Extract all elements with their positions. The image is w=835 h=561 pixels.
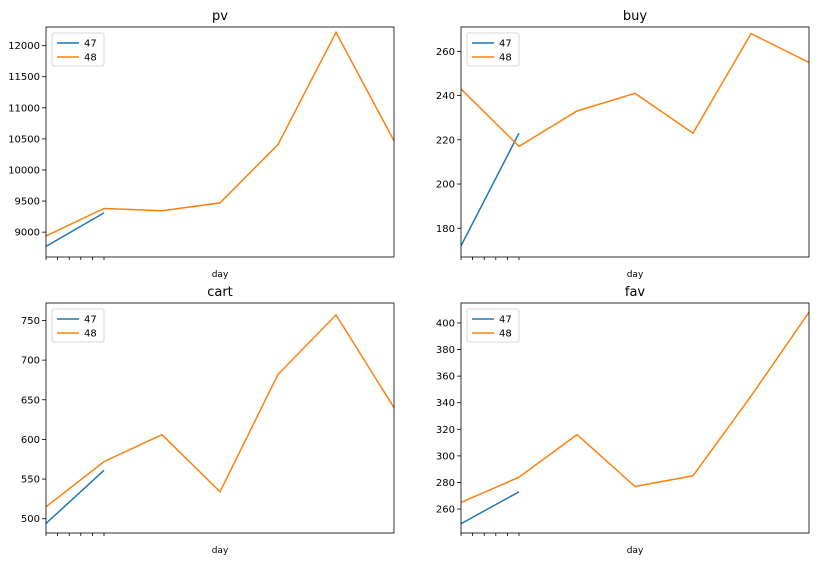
series-line-48 [46,30,394,237]
legend-entry: 48 [499,329,512,340]
chart-title: fav [625,285,646,300]
series-line-48 [461,32,809,148]
axes-frame [460,302,810,534]
y-tick-label: 12000 [8,41,40,52]
legend-entry: 48 [84,53,97,64]
legend-entry: 47 [84,39,97,50]
series-line-47 [46,212,105,248]
y-tick-label: 600 [21,435,40,446]
y-tick-label: 180 [436,224,455,235]
chart-title: cart [207,285,233,300]
y-tick-label: 650 [21,395,40,406]
y-tick-label: 11000 [8,103,40,114]
y-tick-label: 320 [436,425,455,436]
series-line-48 [46,313,394,508]
y-tick-label: 400 [436,318,455,329]
y-tick-label: 240 [436,91,455,102]
y-tick-label: 10000 [8,165,40,176]
x-axis-label: day [212,270,229,280]
legend-entry: 48 [84,329,97,340]
legend-entry: 48 [499,53,512,64]
legend-entry: 47 [499,315,512,326]
series-line-48 [461,311,809,504]
y-tick-label: 340 [436,398,455,409]
y-tick-label: 200 [436,180,455,191]
y-tick-label: 380 [436,345,455,356]
chart-title: pv [212,9,228,24]
subplot-pv: pv 9000 9500 10000 10500 11000 11500 12000 day 47… [8,9,395,280]
y-tick-label: 550 [21,475,40,486]
legend-entry: 47 [499,39,512,50]
y-tick-label: 11500 [8,72,40,83]
y-tick-label: 280 [436,478,455,489]
y-tick-label: 10500 [8,134,40,145]
y-tick-label: 700 [21,356,40,367]
y-tick-label: 9500 [15,197,40,208]
legend-entry: 47 [84,315,97,326]
axes-frame [460,26,810,258]
series-line-47 [461,132,520,247]
y-tick-label: 260 [436,505,455,516]
series-line-47 [46,469,105,525]
x-axis-label: day [212,546,229,556]
axes-frame [45,302,395,534]
chart-title: buy [623,9,647,24]
y-tick-label: 360 [436,372,455,383]
y-tick-label: 750 [21,316,40,327]
axes-frame [45,26,395,258]
x-axis-label: day [627,270,644,280]
y-tick-label: 260 [436,47,455,58]
x-axis-label: day [627,546,644,556]
y-tick-label: 220 [436,135,455,146]
y-tick-label: 500 [21,514,40,525]
y-tick-label: 9000 [15,228,40,239]
series-line-47 [461,491,520,525]
y-tick-label: 300 [436,451,455,462]
